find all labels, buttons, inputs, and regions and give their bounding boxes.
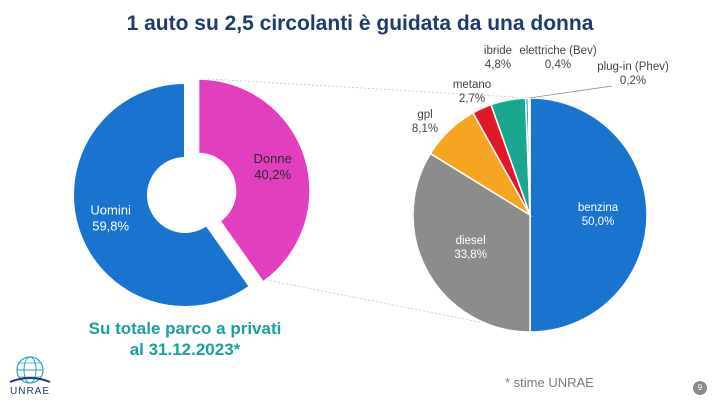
slide-title: 1 auto su 2,5 circolanti è guidata da un… <box>126 12 594 35</box>
donut-slice-uomini <box>72 81 252 308</box>
fuel-pie-chart: benzina 50,0% diesel 33,8% gpl 8,1% metano 2,7%… <box>412 45 669 333</box>
pie-value-elettriche-bev: 0,4% <box>545 59 571 71</box>
caption-line-1: Su totale parco a privati <box>88 319 282 338</box>
pie-label-elettriche-bev: elettriche (Bev) <box>519 45 597 57</box>
pie-value-diesel: 33,8% <box>454 249 487 261</box>
pie-label-gpl: gpl <box>417 109 432 121</box>
donut-label-uomini: Uomini <box>90 203 131 218</box>
pie-slice-diesel <box>412 152 531 333</box>
pie-value-plug-in-phev: 0,2% <box>620 75 646 87</box>
footnote: * stime UNRAE <box>505 375 594 390</box>
pie-label-metano: metano <box>453 79 491 91</box>
donut-label-donne: Donne <box>254 151 292 166</box>
pie-value-benzina: 50,0% <box>582 216 615 228</box>
chart-caption: Su totale parco a privati al 31.12.2023* <box>70 318 300 360</box>
pie-value-ibride: 4,8% <box>485 59 511 71</box>
pie-value-gpl: 8,1% <box>412 123 438 135</box>
pie-label-benzina: benzina <box>578 202 619 214</box>
unrae-logo-icon <box>6 352 62 400</box>
connector-line-top <box>208 78 531 99</box>
logo-text: UNRAE <box>10 386 51 397</box>
donut-value-donne: 40,2% <box>254 167 291 182</box>
leader-line-plug-in <box>529 85 613 99</box>
pie-value-metano: 2,7% <box>459 93 485 105</box>
donut-value-uomini: 59,8% <box>92 219 129 234</box>
caption-line-2: al 31.12.2023* <box>129 340 241 359</box>
pie-label-diesel: diesel <box>456 235 486 247</box>
pie-label-plug-in-phev: plug-in (Phev) <box>597 61 669 73</box>
pie-slice-benzina <box>529 97 648 333</box>
donut-slice-donne <box>197 77 312 284</box>
pie-label-ibride: ibride <box>484 45 512 57</box>
page-number: 9 <box>693 381 707 395</box>
